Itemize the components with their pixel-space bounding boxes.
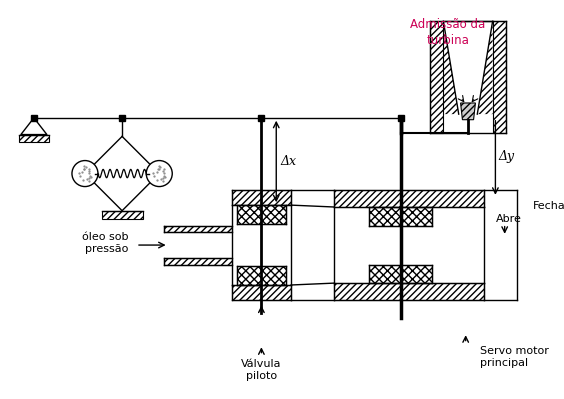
Text: Δy: Δy [498, 150, 514, 163]
Text: Abre: Abre [496, 214, 522, 224]
Bar [102, 211, 143, 219]
Circle shape [146, 160, 172, 187]
Bar [369, 265, 432, 283]
Text: Δx: Δx [281, 155, 297, 168]
Polygon shape [461, 103, 475, 120]
Text: Servo motor
principal: Servo motor principal [479, 346, 548, 368]
Bar [334, 190, 484, 207]
Polygon shape [477, 21, 492, 114]
Bar [164, 225, 232, 232]
Bar [232, 190, 291, 205]
Circle shape [72, 160, 98, 187]
Text: óleo sob
pressão: óleo sob pressão [82, 232, 129, 255]
Bar [369, 207, 432, 225]
Text: Válvula
piloto: Válvula piloto [241, 359, 281, 381]
Bar [237, 205, 285, 224]
Bar [430, 21, 443, 133]
Bar [237, 267, 285, 285]
Text: Fecha: Fecha [532, 201, 564, 211]
Bar [232, 285, 291, 300]
Polygon shape [443, 21, 459, 114]
Bar [19, 134, 49, 142]
Bar [164, 258, 232, 265]
Text: Admissão da
turbina: Admissão da turbina [411, 18, 486, 47]
Bar [492, 21, 505, 133]
Bar [334, 283, 484, 300]
